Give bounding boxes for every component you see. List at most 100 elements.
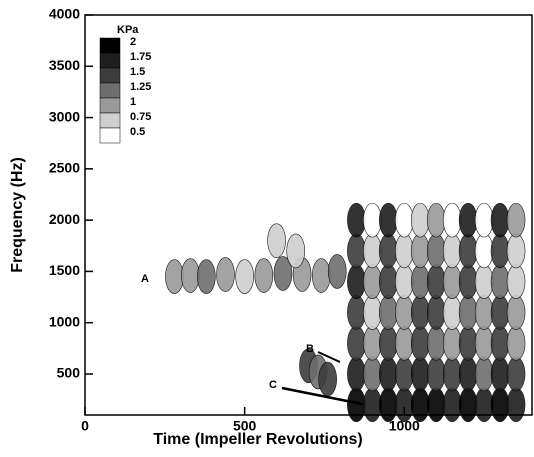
legend-swatch [99,67,121,84]
spectral-blob [490,233,510,269]
spectral-blob [442,202,462,238]
spectral-blob [506,325,526,361]
spectral-blob [394,387,414,423]
spectral-blob [426,325,446,361]
plot-frame [84,14,533,416]
spectral-blob [216,257,235,292]
spectral-blob [458,295,478,330]
spectral-blob [394,233,414,269]
annotation: C [269,379,277,391]
y-tick-label: 4000 [49,6,80,22]
spectral-blob [490,295,510,330]
spectral-blob [474,202,494,238]
spectral-blob [197,259,216,294]
legend-swatch [99,112,121,129]
y-tick-label: 2000 [49,211,80,227]
spectral-blob [286,233,306,269]
spectral-blob [458,356,478,392]
annotation: A [141,273,149,285]
annotation: B [306,343,314,355]
spectral-blob [474,325,494,361]
spectral-blob [490,356,510,392]
spectral-blob [165,259,184,294]
x-tick-label: 500 [233,418,257,434]
spectral-blob [379,233,398,269]
spectral-blob [363,387,382,423]
spectral-blob [506,295,526,330]
spectral-blob [410,295,430,330]
spectral-blob [458,387,478,423]
y-tick-label: 3000 [49,108,80,124]
spectral-blob [426,264,446,299]
spectral-blob [347,387,366,423]
x-tick-label: 1000 [389,418,420,434]
spectral-blob [347,356,366,392]
spectral-blob [410,202,430,238]
y-tick-label: 1500 [49,262,80,278]
annotation-arrow [317,351,341,363]
spectral-blob [490,387,510,423]
legend-label: 1 [130,96,136,108]
spectral-blob [379,264,398,299]
spectral-blob [267,223,286,258]
legend-swatch [99,37,121,54]
spectral-blob [490,202,510,238]
spectral-blob [410,325,430,361]
spectral-blob [410,233,430,269]
legend-label: 1.75 [130,51,151,63]
spectral-blob [254,258,274,293]
spectral-blob [506,264,526,299]
spectral-blob [506,202,526,238]
spectral-blob [442,356,462,392]
x-axis-label: Time (Impeller Revolutions) [153,431,363,448]
spectral-blob [311,258,331,293]
spectral-blob [363,325,382,361]
spectral-blob [394,264,414,299]
spectral-blob [347,264,366,299]
spectral-blob [379,387,398,423]
spectral-blob [363,356,382,392]
spectral-blob [426,295,446,330]
legend-swatch [99,52,121,69]
spectral-blob [474,233,494,269]
y-tick-label: 3500 [49,57,80,73]
spectral-blob [410,356,430,392]
annotation-arrow [281,386,363,406]
legend-swatch [99,82,121,99]
spectral-blob [394,202,414,238]
spectral-blob [347,202,366,238]
spectral-blob [442,233,462,269]
spectral-blob [458,233,478,269]
legend-label: 1.25 [130,81,151,93]
legend-swatch [99,127,121,144]
spectral-blob [506,233,526,269]
spectral-blob [490,325,510,361]
spectral-blob [426,233,446,269]
spectral-blob [410,264,430,299]
legend-label: 0.5 [130,126,145,138]
spectral-blob [347,233,366,269]
spectral-blob [506,387,526,423]
spectral-blob [379,325,398,361]
spectral-blob [426,387,446,423]
spectral-blob [442,295,462,330]
spectral-blob [379,356,398,392]
spectral-blob [474,387,494,423]
y-tick-label: 500 [57,365,81,381]
spectral-blob [490,264,510,299]
y-tick-label: 2500 [49,160,80,176]
spectral-blob [318,361,337,397]
spectral-blob [458,202,478,238]
spectral-blob [442,264,462,299]
spectral-blob [474,264,494,299]
legend-label: 1.5 [130,66,145,78]
spectral-blob [235,259,254,294]
spectral-blob [347,295,366,330]
spectral-blob [273,256,293,291]
spectral-blob [363,295,382,330]
spectral-blob [327,254,347,289]
legend-label: 2 [130,36,136,48]
spectral-blob [442,387,462,423]
spectral-blob [363,202,382,238]
